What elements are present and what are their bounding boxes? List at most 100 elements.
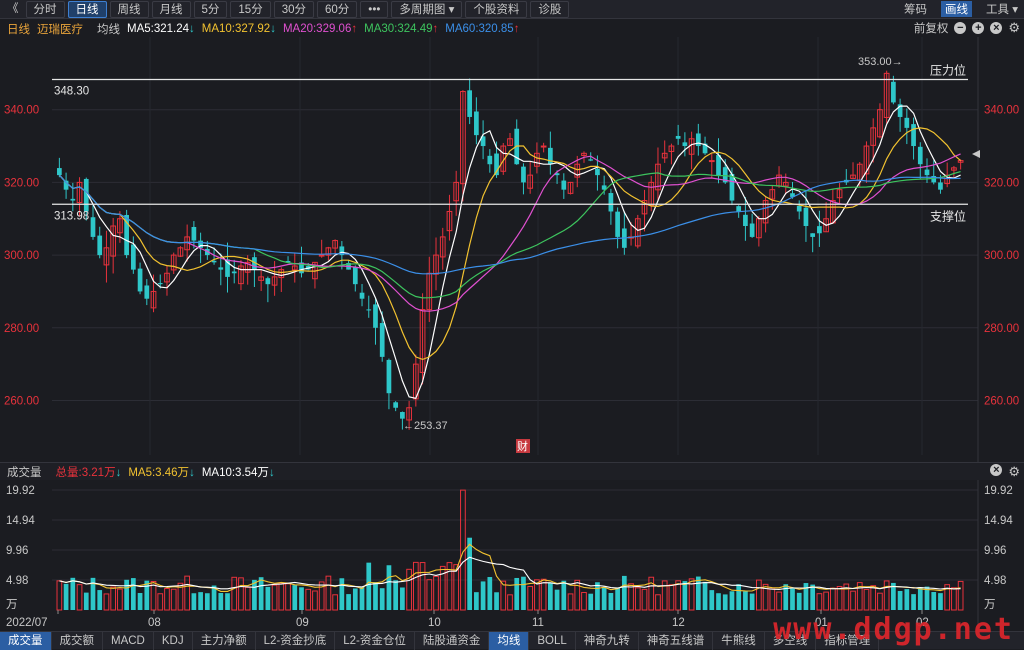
kline-chart[interactable]: 340.00 340.00 320.00 320.00 300.00 300.00 280.… xyxy=(0,37,1024,462)
top-toolbar: 《 分时 日线 周线 月线 5分 15分 30分 60分 ••• 多周期图 ▾ 个股资料 诊股 筹码 … xyxy=(0,0,1024,19)
period-button[interactable]: 多周期图 ▾ xyxy=(391,0,463,18)
candle-body xyxy=(291,265,298,271)
plus-icon[interactable]: + xyxy=(972,22,985,34)
indicator-tab[interactable]: L2-资金仓位 xyxy=(335,631,415,650)
volume-tick-left: 14.94 xyxy=(6,515,35,527)
close-icon[interactable]: × xyxy=(990,464,1003,476)
price-tick-right: 320.00 xyxy=(984,177,1019,189)
date-label: 2022/07 xyxy=(6,617,48,629)
gear-icon[interactable]: ⚙ xyxy=(1008,464,1020,479)
volume-bar xyxy=(648,576,655,611)
candle-body xyxy=(379,323,385,357)
volume-bar xyxy=(688,578,695,611)
volume-bar xyxy=(400,587,405,610)
candle-body xyxy=(917,146,923,165)
period-button[interactable]: 30分 xyxy=(273,0,314,18)
indicator-tab[interactable]: 神奇九转 xyxy=(576,631,639,650)
volume-bar xyxy=(957,580,964,611)
candle-body xyxy=(70,198,76,201)
period-button[interactable]: 15分 xyxy=(230,0,271,18)
candle-body xyxy=(373,304,378,328)
volume-bar xyxy=(474,592,479,610)
avg-label[interactable]: 均线 xyxy=(97,23,120,36)
volume-bar xyxy=(709,590,715,610)
volume-bar xyxy=(439,565,446,611)
indicator-tab[interactable]: 牛熊线 xyxy=(713,631,765,650)
adjust-mode[interactable]: 前复权 xyxy=(913,23,949,35)
gear-icon[interactable]: ⚙ xyxy=(1008,20,1020,35)
back-icon[interactable]: 《 xyxy=(7,2,19,15)
indicator-tab[interactable]: L2-资金抄底 xyxy=(256,631,336,650)
volume-bar xyxy=(527,585,534,611)
period-button[interactable]: 月线 xyxy=(151,0,191,18)
volume-bar xyxy=(628,583,634,611)
period-button[interactable]: 60分 xyxy=(317,0,358,18)
candle-body xyxy=(278,269,285,279)
volume-ma10: MA10:3.54万↓ xyxy=(201,466,275,479)
indicator-tab[interactable]: 神奇五线谱 xyxy=(639,631,714,650)
indicator-tab[interactable]: 成交量 xyxy=(0,631,52,650)
period-button[interactable]: 日线 xyxy=(67,0,107,18)
candle-body xyxy=(790,193,795,197)
candle-body xyxy=(716,155,721,176)
period-button[interactable]: ••• xyxy=(360,0,389,18)
candle-body xyxy=(285,260,291,263)
volume-tick-left: 万 xyxy=(6,599,18,611)
tools-menu[interactable]: 工具 ▾ xyxy=(986,4,1018,16)
candle-body xyxy=(655,163,661,191)
volume-bar xyxy=(292,585,298,610)
volume-bar xyxy=(581,591,587,611)
candle-body xyxy=(225,259,230,277)
candle-body xyxy=(507,138,513,146)
indicator-tab[interactable]: 陆股通资金 xyxy=(415,631,490,650)
candle-body xyxy=(157,283,163,285)
candle-body xyxy=(527,174,534,189)
candle-body xyxy=(561,180,567,190)
candle-body xyxy=(574,163,581,178)
candle-body xyxy=(931,175,937,183)
volume-bar xyxy=(204,593,210,610)
volume-bar xyxy=(446,562,453,611)
volume-chart[interactable]: 19.92 19.92 14.94 14.94 9.96 9.96 4.98 4.98 万 万 20… xyxy=(0,480,1024,630)
indicator-tab[interactable]: KDJ xyxy=(154,631,193,650)
period-button[interactable]: 个股资料 xyxy=(465,0,528,18)
period-button[interactable]: 5分 xyxy=(193,0,228,18)
indicator-tab[interactable]: BOLL xyxy=(529,631,576,650)
candle-body xyxy=(634,218,641,247)
candle-body xyxy=(749,223,755,237)
price-tick-right: 280.00 xyxy=(984,323,1019,335)
candle-body xyxy=(823,218,829,233)
volume-bar xyxy=(856,582,863,611)
volume-bar xyxy=(494,592,499,610)
volume-bar xyxy=(944,584,951,611)
volume-bar xyxy=(682,581,688,610)
indicator-tab[interactable]: 多空线 xyxy=(765,631,817,650)
volume-bar xyxy=(904,589,910,610)
candle-body xyxy=(944,174,951,185)
close-icon[interactable]: × xyxy=(990,22,1003,34)
indicator-tab[interactable]: 均线 xyxy=(489,631,530,650)
period-button[interactable]: 周线 xyxy=(109,0,149,18)
indicator-tab[interactable]: 主力净额 xyxy=(193,631,256,650)
indicator-tab[interactable]: 指标管理 xyxy=(816,631,880,650)
ma10-line xyxy=(58,127,961,361)
volume-bar xyxy=(56,580,63,611)
volume-bar xyxy=(412,561,419,611)
indicator-tab[interactable]: 成交额 xyxy=(52,631,103,650)
volume-bar xyxy=(271,584,278,611)
indicator-tab[interactable]: MACD xyxy=(103,631,154,650)
volume-bar xyxy=(393,580,399,610)
volume-legend: 成交量 总量:3.21万↓ MA5:3.46万↓ MA10:3.54万↓ xyxy=(0,462,1024,480)
volume-bar xyxy=(850,590,856,611)
candle-body xyxy=(318,254,325,257)
volume-bar xyxy=(608,592,614,610)
ma60-line xyxy=(58,174,961,275)
period-button[interactable]: 诊股 xyxy=(530,0,570,18)
draw-line-button[interactable]: 画线 xyxy=(941,1,973,17)
period-button[interactable]: 分时 xyxy=(25,0,65,18)
volume-bar xyxy=(588,593,594,610)
volume-bar xyxy=(379,588,385,610)
candle-body xyxy=(433,254,439,275)
chip-button[interactable]: 筹码 xyxy=(904,4,928,16)
minus-icon[interactable]: − xyxy=(954,22,967,34)
